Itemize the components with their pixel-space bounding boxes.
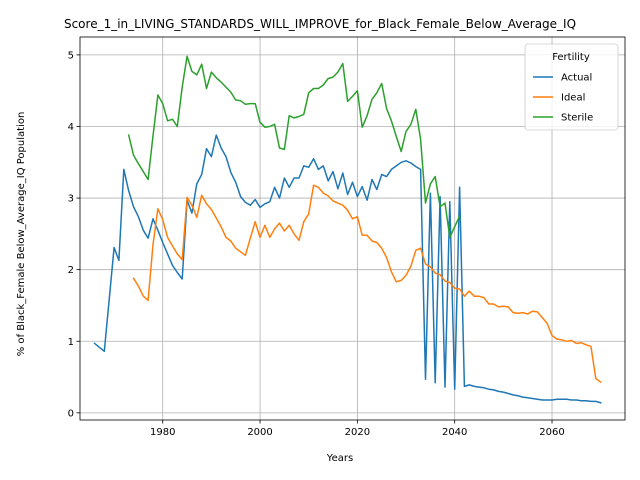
x-axis-label: Years: [326, 453, 353, 464]
x-tick-label: 2040: [442, 427, 467, 438]
legend-title: Fertility: [552, 52, 590, 63]
y-tick-label: 0: [68, 408, 74, 419]
legend-label-ideal: Ideal: [561, 93, 585, 104]
x-tick-label: 2000: [247, 427, 272, 438]
legend: Fertility Actual Ideal Sterile: [525, 44, 618, 130]
y-tick-label: 2: [68, 265, 74, 276]
y-axis-label: % of Black_Female Below_Average_IQ Popul…: [16, 112, 27, 357]
x-tick-label: 2060: [539, 427, 564, 438]
chart-title: Score_1_in_LIVING_STANDARDS_WILL_IMPROVE…: [64, 17, 576, 31]
x-tick-label: 1980: [150, 427, 175, 438]
x-tick-label: 2020: [345, 427, 370, 438]
y-tick-label: 3: [68, 194, 74, 205]
y-tick-label: 4: [68, 122, 74, 133]
y-tick-label: 1: [68, 337, 74, 348]
y-tick-label: 5: [68, 50, 74, 61]
legend-label-sterile: Sterile: [561, 113, 593, 124]
legend-label-actual: Actual: [561, 73, 592, 84]
